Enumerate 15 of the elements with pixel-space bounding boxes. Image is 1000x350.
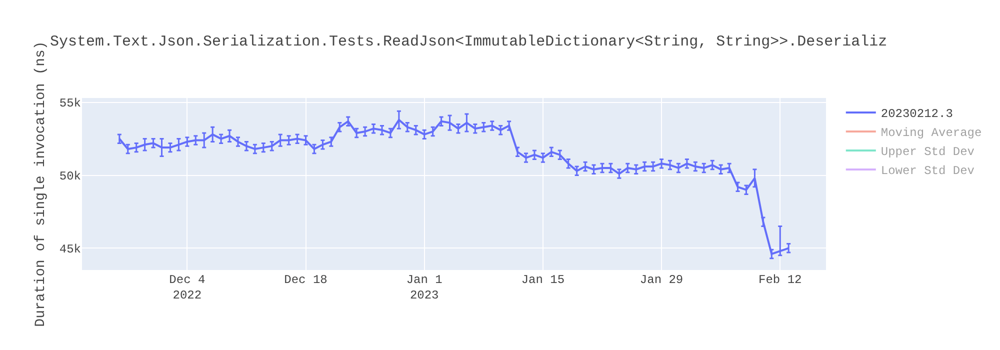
x-tick-label: Jan 1 2023	[406, 273, 442, 303]
legend-label: Moving Average	[880, 126, 982, 140]
x-tick-label: Jan 29	[640, 273, 684, 287]
y-axis-title: Duration of single invocation (ns)	[33, 41, 49, 327]
chart-title: System.Text.Json.Serialization.Tests.ReadJson<ImmutableDictionary<String, String>>.Deserializ	[50, 34, 888, 50]
y-tick-label: 45k	[59, 242, 81, 256]
x-tick-label: Dec 18	[284, 273, 328, 287]
x-tick-label: Dec 4 2022	[169, 273, 206, 303]
y-tick-label: 50k	[59, 169, 81, 184]
legend-label: Upper Std Dev	[880, 145, 975, 160]
y-tick-label: 55k	[59, 96, 81, 111]
x-tick-label: Feb 12	[758, 273, 802, 287]
legend-label: Lower Std Dev	[880, 164, 975, 178]
legend-label: 20230212.3	[880, 107, 953, 122]
x-tick-label: Jan 15	[521, 273, 565, 287]
